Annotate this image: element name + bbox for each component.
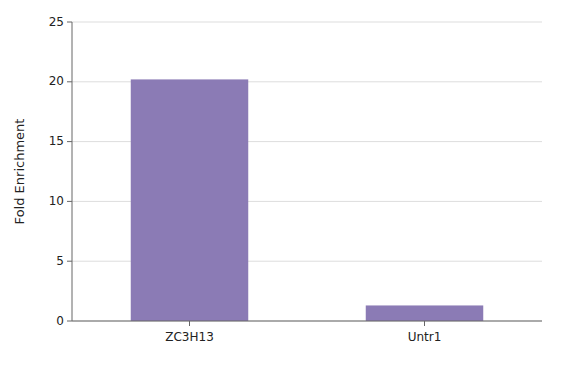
chart-container: 0 5 10 15 20 25 ZC3H13 Untr1 Fold Enrichment <box>0 0 566 365</box>
x-tick-label: ZC3H13 <box>165 330 214 344</box>
bars <box>131 79 484 321</box>
page: {"chart_data": {"type": "bar", "ylabel":… <box>0 0 566 365</box>
y-tick <box>67 81 72 82</box>
y-axis-line <box>72 22 73 321</box>
y-axis-label: Fold Enrichment <box>12 119 27 225</box>
chart: 0 5 10 15 20 25 ZC3H13 Untr1 Fold Enrichment <box>0 0 566 365</box>
x-tick <box>424 321 425 326</box>
y-tick-label: 15 <box>49 134 64 148</box>
y-tick-label: 0 <box>56 314 64 328</box>
grid-line <box>72 321 542 322</box>
x-axis-line <box>72 321 542 322</box>
x-tick <box>189 321 190 326</box>
y-tick-label: 25 <box>49 15 64 29</box>
y-tick-label: 5 <box>56 254 64 268</box>
y-tick <box>67 321 72 322</box>
grid <box>72 22 542 321</box>
x-axis: ZC3H13 Untr1 <box>72 321 542 344</box>
bar <box>366 305 484 321</box>
bar <box>131 79 249 321</box>
y-axis: 0 5 10 15 20 25 <box>49 15 72 328</box>
y-tick <box>67 141 72 142</box>
y-tick-label: 10 <box>49 194 64 208</box>
y-tick-label: 20 <box>49 74 64 88</box>
y-tick <box>67 201 72 202</box>
y-tick <box>67 22 72 23</box>
y-tick <box>67 261 72 262</box>
grid-line <box>72 22 542 23</box>
x-tick-label: Untr1 <box>408 330 442 344</box>
